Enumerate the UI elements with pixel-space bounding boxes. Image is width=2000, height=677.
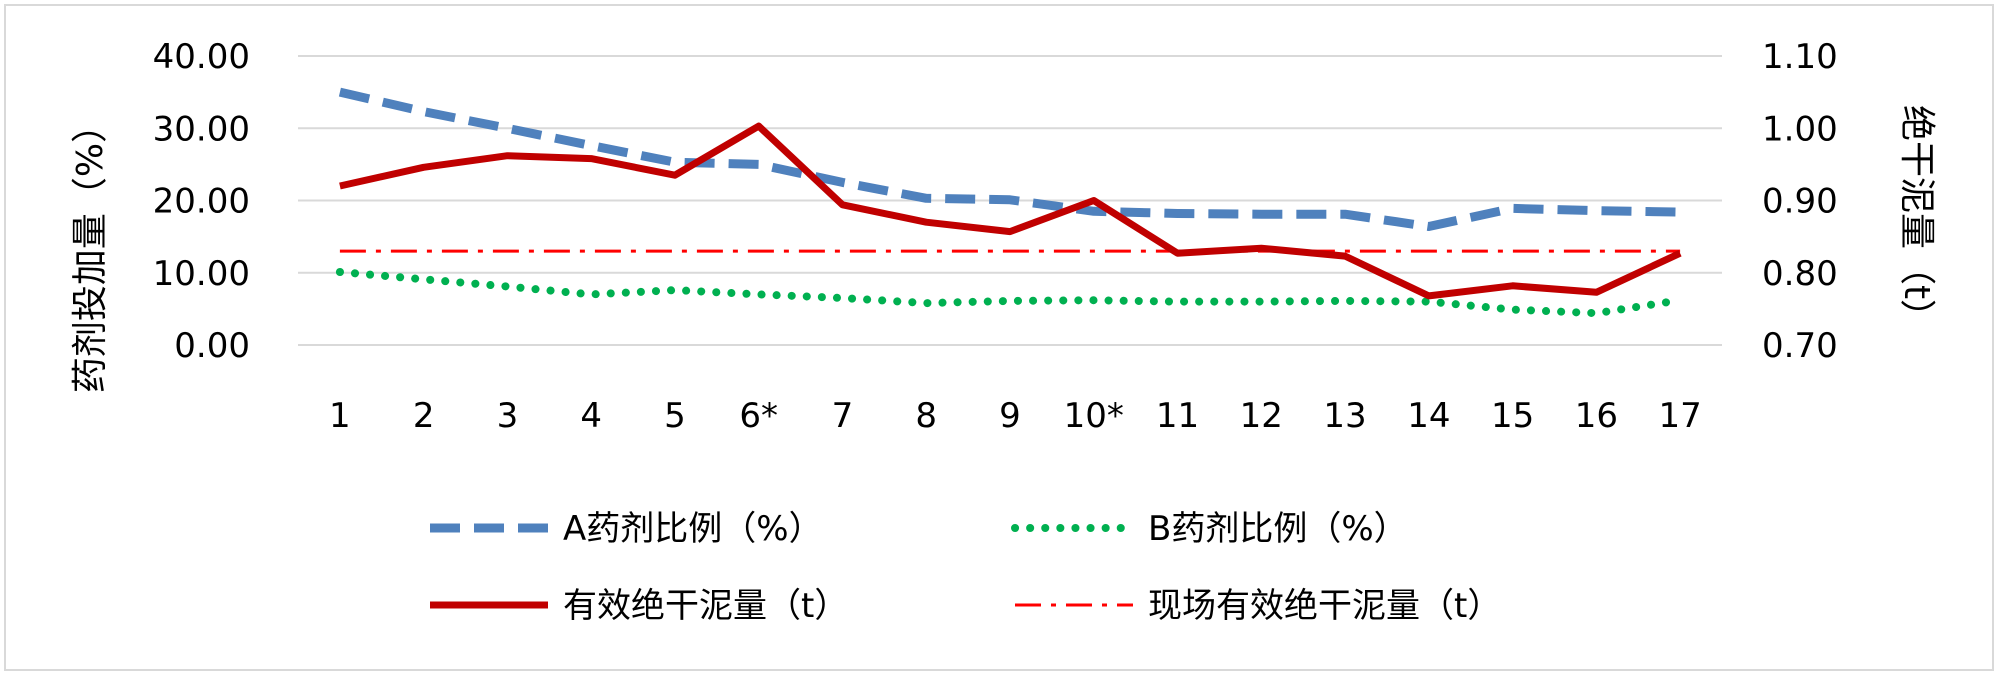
- x-tick-label: 14: [1407, 396, 1450, 436]
- x-tick-label: 11: [1156, 396, 1199, 436]
- right-tick-label: 0.90: [1762, 182, 1838, 222]
- x-tick-label: 7: [832, 396, 854, 436]
- x-tick-label: 2: [413, 396, 435, 436]
- x-tick-label: 8: [915, 396, 937, 436]
- series-line: [338, 87, 1681, 231]
- x-tick-label: 17: [1658, 396, 1701, 436]
- legend: A药剂比例（%） B药剂比例（%） 有效绝干泥量（t） 现场有效绝干泥量（t）: [430, 509, 1501, 626]
- chart-frame: [4, 4, 1994, 671]
- x-tick-label: 16: [1575, 396, 1618, 436]
- legend-label: B药剂比例（%）: [1148, 509, 1408, 549]
- left-tick-label: 30.00: [153, 109, 250, 149]
- legend-label: 有效绝干泥量（t）: [563, 586, 848, 626]
- legend-label: A药剂比例（%）: [563, 509, 823, 549]
- x-tick-label: 1: [329, 396, 351, 436]
- right-axis-title: 绝干泥量（t）: [1896, 105, 1937, 335]
- left-tick-label: 20.00: [153, 182, 250, 222]
- x-tick-label: 5: [664, 396, 686, 436]
- x-tick-label: 15: [1491, 396, 1534, 436]
- x-tick-label: 12: [1240, 396, 1283, 436]
- x-tick-label: 9: [999, 396, 1021, 436]
- left-axis-title: 药剂投加量（%）: [70, 107, 111, 393]
- series-line: [339, 122, 1682, 300]
- x-tick-label: 13: [1323, 396, 1366, 436]
- series-lines: [335, 87, 1685, 318]
- left-tick-label: 10.00: [153, 254, 250, 294]
- left-axis-ticks: 0.00 10.00 20.00 30.00 40.00: [153, 37, 250, 366]
- left-tick-label: 40.00: [153, 37, 250, 77]
- x-axis-ticks: 1 2 3 4 5 6* 7 8 9 10* 11 12 13 14 15 16 17: [329, 396, 1702, 436]
- x-tick-label: 4: [580, 396, 602, 436]
- legend-label: 现场有效绝干泥量（t）: [1148, 586, 1501, 626]
- series-line: [335, 268, 1685, 318]
- right-tick-label: 1.00: [1762, 109, 1838, 149]
- right-tick-label: 1.10: [1762, 37, 1838, 77]
- x-tick-label: 3: [497, 396, 519, 436]
- right-tick-label: 0.80: [1762, 254, 1838, 294]
- x-tick-label: 6*: [739, 396, 778, 436]
- left-tick-label: 0.00: [174, 326, 250, 366]
- x-tick-label: 10*: [1064, 396, 1124, 436]
- right-axis-ticks: 0.70 0.80 0.90 1.00 1.10: [1762, 37, 1838, 366]
- right-tick-label: 0.70: [1762, 326, 1838, 366]
